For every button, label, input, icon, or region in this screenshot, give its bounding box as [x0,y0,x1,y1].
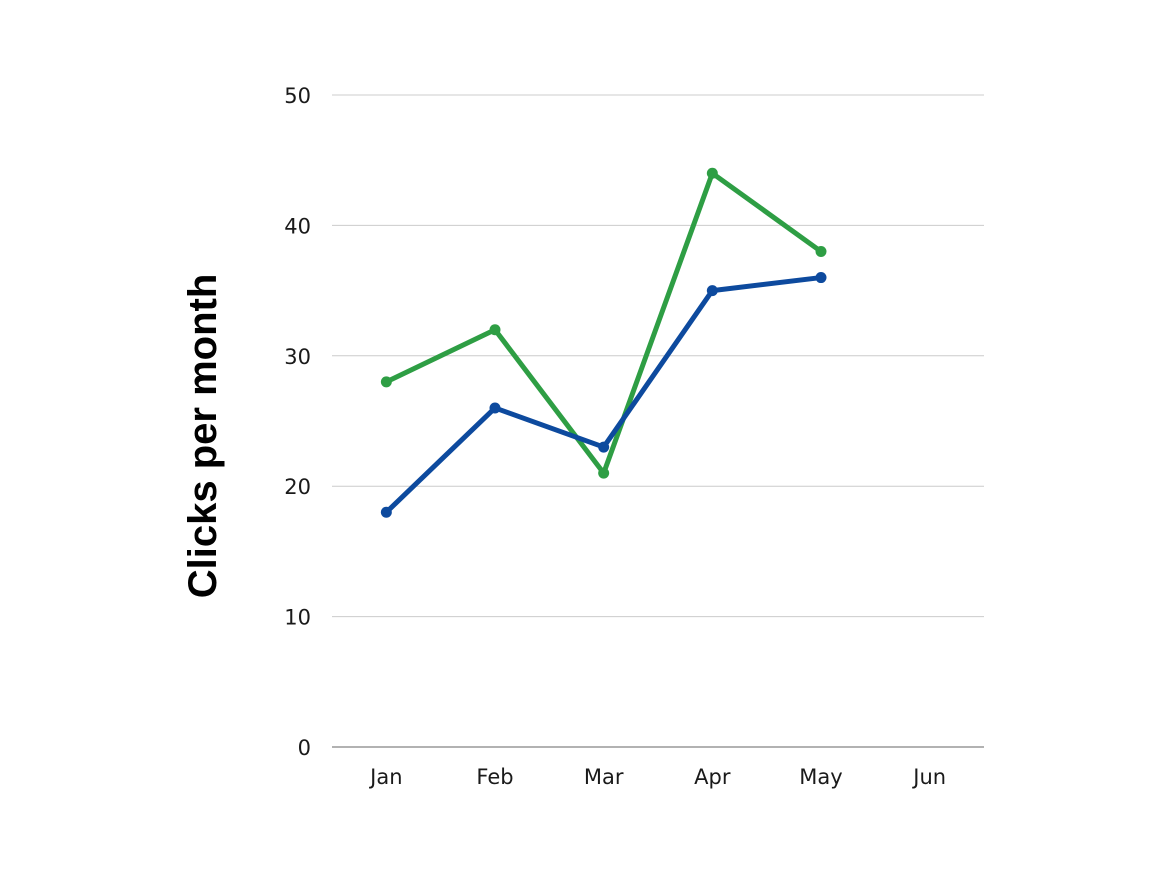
gridlines [332,94,984,748]
x-tick-label: Jan [368,765,402,789]
data-point-marker [706,167,718,179]
x-tick-label: Apr [694,765,731,789]
data-point-marker [815,272,827,284]
x-tick-label: Feb [476,765,513,789]
x-tick-label: Mar [584,765,624,789]
data-point-marker [598,441,610,453]
data-point-marker [489,402,501,414]
data-point-marker [815,245,827,257]
x-axis-ticks: Jan Feb Mar Apr May Jun [368,765,946,789]
series-2 [380,272,827,518]
y-tick-label: 40 [284,214,311,238]
data-point-marker [706,285,718,297]
y-axis-ticks: 0 10 20 30 40 50 [284,84,311,760]
x-tick-label: Jun [911,765,946,789]
data-point-marker [380,506,392,518]
y-tick-label: 30 [284,345,311,369]
data-series [380,167,827,518]
y-tick-label: 20 [284,475,311,499]
series-1 [380,167,827,479]
x-tick-label: May [799,765,842,789]
data-point-marker [380,376,392,388]
series-line [383,170,824,476]
data-point-marker [598,467,610,479]
data-point-marker [489,324,501,336]
y-tick-label: 10 [284,606,311,630]
y-tick-label: 0 [298,736,311,760]
y-tick-label: 50 [284,84,311,108]
y-axis-label: Clicks per month [181,274,225,599]
